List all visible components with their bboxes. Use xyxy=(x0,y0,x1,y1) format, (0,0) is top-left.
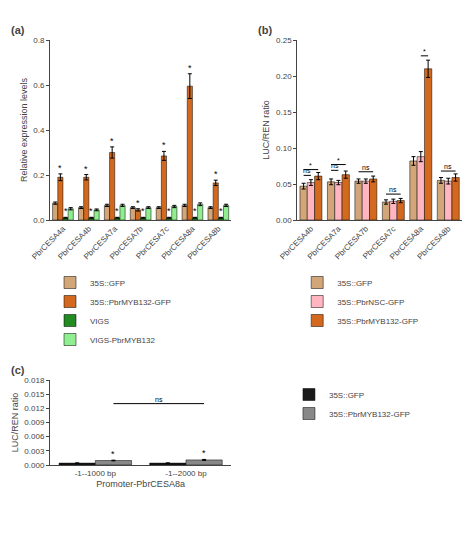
svg-text:*: * xyxy=(111,449,115,459)
svg-text:*: * xyxy=(214,169,218,179)
svg-text:0.012: 0.012 xyxy=(24,404,45,413)
svg-text:*: * xyxy=(193,206,197,216)
svg-text:0.0: 0.0 xyxy=(33,216,45,225)
svg-text:ns: ns xyxy=(155,396,163,403)
svg-text:VIGS: VIGS xyxy=(90,317,109,326)
svg-text:0.25: 0.25 xyxy=(276,36,292,45)
svg-text:*: * xyxy=(89,206,93,216)
svg-text:35S::PbrMYB132-GFP: 35S::PbrMYB132-GFP xyxy=(337,317,418,326)
svg-text:ns: ns xyxy=(362,164,370,171)
svg-text:*: * xyxy=(162,140,166,150)
svg-text:PbrCESA7a: PbrCESA7a xyxy=(306,224,343,261)
svg-text:PbrCESA7b: PbrCESA7b xyxy=(333,224,370,261)
svg-text:PbrCESA8a: PbrCESA8a xyxy=(388,224,425,261)
svg-text:PbrCESA8b: PbrCESA8b xyxy=(186,224,223,261)
svg-text:PbrCESA7a: PbrCESA7a xyxy=(82,224,119,261)
svg-text:35S::PbrMYB132-GFP: 35S::PbrMYB132-GFP xyxy=(90,298,171,307)
svg-text:0.6: 0.6 xyxy=(33,81,45,90)
svg-text:(c): (c) xyxy=(11,364,25,376)
svg-text:*: * xyxy=(219,206,223,216)
svg-text:Relative expression levels: Relative expression levels xyxy=(19,77,29,182)
svg-text:PbrCESA7c: PbrCESA7c xyxy=(361,224,398,261)
svg-text:0.8: 0.8 xyxy=(33,36,45,45)
svg-text:*: * xyxy=(115,206,119,216)
svg-text:PbrCESA7b: PbrCESA7b xyxy=(108,224,145,261)
svg-text:35S::GFP: 35S::GFP xyxy=(90,279,125,288)
svg-text:35S::GFP: 35S::GFP xyxy=(329,391,364,400)
svg-text:0.003: 0.003 xyxy=(24,447,45,456)
svg-text:0.000: 0.000 xyxy=(24,461,45,470)
svg-text:0.018: 0.018 xyxy=(24,376,45,385)
svg-text:*: * xyxy=(202,448,206,458)
svg-text:0.20: 0.20 xyxy=(276,72,292,81)
svg-text:PbrCESA8a: PbrCESA8a xyxy=(160,224,197,261)
svg-text:0.009: 0.009 xyxy=(24,418,45,427)
svg-text:ns: ns xyxy=(331,162,339,169)
svg-text:(b): (b) xyxy=(258,24,272,36)
svg-text:*: * xyxy=(136,198,140,208)
svg-text:Promoter-PbrCESA8a: Promoter-PbrCESA8a xyxy=(96,479,185,489)
svg-text:VIGS-PbrMYB132: VIGS-PbrMYB132 xyxy=(90,336,155,345)
svg-text:ns: ns xyxy=(389,186,397,193)
svg-text:-1--1000 bp: -1--1000 bp xyxy=(75,469,117,478)
svg-text:LUC/REN ratio: LUC/REN ratio xyxy=(10,393,20,453)
svg-text:*: * xyxy=(423,48,426,55)
svg-text:LUC/REN ratio: LUC/REN ratio xyxy=(261,100,271,160)
svg-text:PbrCESA8b: PbrCESA8b xyxy=(416,224,453,261)
svg-text:0.15: 0.15 xyxy=(276,108,292,117)
svg-text:PbrCESA4b: PbrCESA4b xyxy=(56,224,93,261)
svg-text:ns: ns xyxy=(303,167,311,174)
svg-text:0.006: 0.006 xyxy=(24,432,45,441)
svg-text:PbrCESA4b: PbrCESA4b xyxy=(278,224,315,261)
svg-text:*: * xyxy=(58,163,62,173)
svg-text:35S::PbrMYB132-GFP: 35S::PbrMYB132-GFP xyxy=(329,410,410,419)
svg-text:-1--2000 bp: -1--2000 bp xyxy=(165,469,207,478)
svg-text:*: * xyxy=(167,206,171,216)
svg-text:0.4: 0.4 xyxy=(33,126,45,135)
svg-text:PbrCESA4a: PbrCESA4a xyxy=(30,224,67,261)
svg-text:0.05: 0.05 xyxy=(276,180,292,189)
svg-text:*: * xyxy=(141,206,145,216)
svg-text:*: * xyxy=(84,164,88,174)
svg-text:0.10: 0.10 xyxy=(276,144,292,153)
svg-text:35S::PbrNSC-GFP: 35S::PbrNSC-GFP xyxy=(337,298,404,307)
svg-text:0.015: 0.015 xyxy=(24,390,45,399)
svg-text:*: * xyxy=(64,206,68,216)
svg-text:*: * xyxy=(188,63,192,73)
svg-text:ns: ns xyxy=(444,163,452,170)
svg-text:*: * xyxy=(309,162,312,169)
svg-text:PbrCESA7c: PbrCESA7c xyxy=(134,224,171,261)
svg-text:(a): (a) xyxy=(11,24,25,36)
svg-text:0.2: 0.2 xyxy=(33,171,45,180)
svg-text:*: * xyxy=(337,157,340,164)
svg-text:0.00: 0.00 xyxy=(276,216,292,225)
svg-text:*: * xyxy=(110,136,114,146)
svg-text:35S::GFP: 35S::GFP xyxy=(337,279,372,288)
